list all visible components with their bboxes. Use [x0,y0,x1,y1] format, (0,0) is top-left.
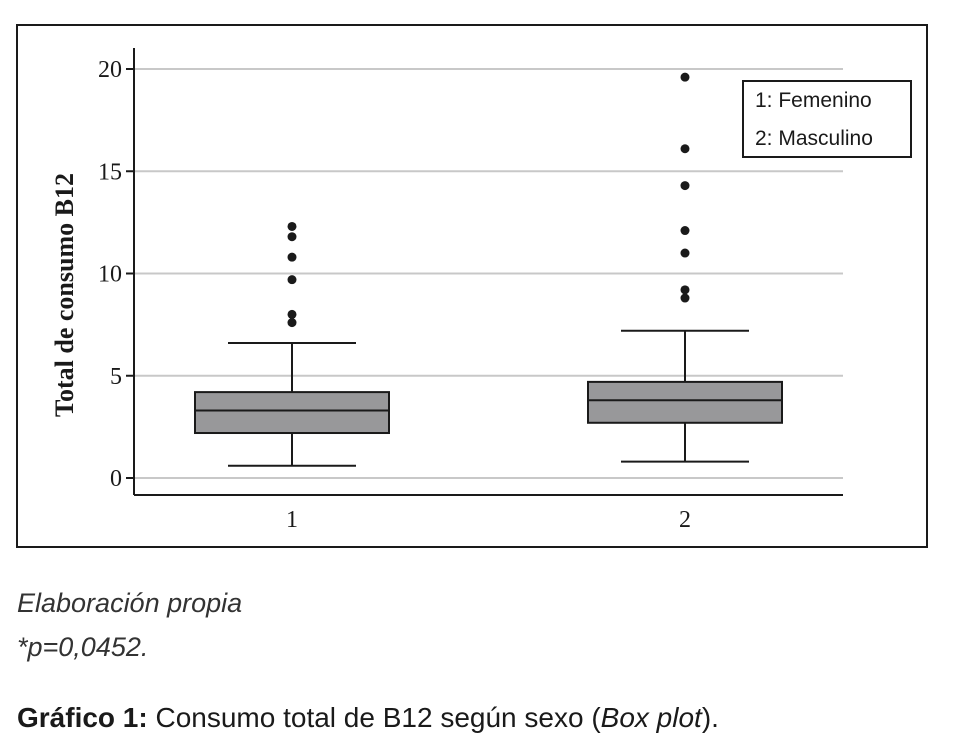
legend-box [742,80,912,158]
box-1-outlier-5 [287,221,297,231]
source-note: Elaboración propia [17,588,243,618]
caption-text: Consumo total de B12 según sexo ( [147,702,601,733]
y-tick-label-20: 20 [98,57,122,83]
legend-entry-2: 2: Masculino [755,127,873,150]
box-1-outlier-2 [287,275,297,285]
y-axis-label: Total de consumo B12 [50,173,79,417]
caption-italic: Box plot [600,702,702,733]
caption-end: ). [701,702,719,733]
box-2-outlier-6 [680,72,690,82]
box-2-iqr [587,380,783,424]
x-tick-label-2: 2 [679,507,691,533]
y-tick-label-5: 5 [110,364,122,390]
pvalue-note: *p=0,0452. [17,632,149,662]
box-1-outlier-4 [287,232,297,242]
box-2-outlier-0 [680,293,690,303]
y-tick-label-10: 10 [98,262,122,288]
y-tick-label-0: 0 [110,466,122,492]
box-1-iqr [194,391,390,435]
box-2-outlier-5 [680,144,690,154]
legend-entry-1: 1: Femenino [755,89,872,112]
box-2-outlier-1 [680,285,690,295]
box-2-outlier-2 [680,248,690,258]
box-1-outlier-0 [287,318,297,328]
x-tick-label-1: 1 [286,507,298,533]
chart-frame [16,24,928,548]
figure-caption: Gráfico 1: Consumo total de B12 según se… [17,702,719,734]
box-1-outlier-3 [287,252,297,262]
box-1-outlier-1 [287,309,297,319]
box-2-outlier-3 [680,226,690,236]
y-tick-label-15: 15 [98,159,122,185]
caption-label: Gráfico 1: [17,702,148,733]
box-2-outlier-4 [680,181,690,191]
